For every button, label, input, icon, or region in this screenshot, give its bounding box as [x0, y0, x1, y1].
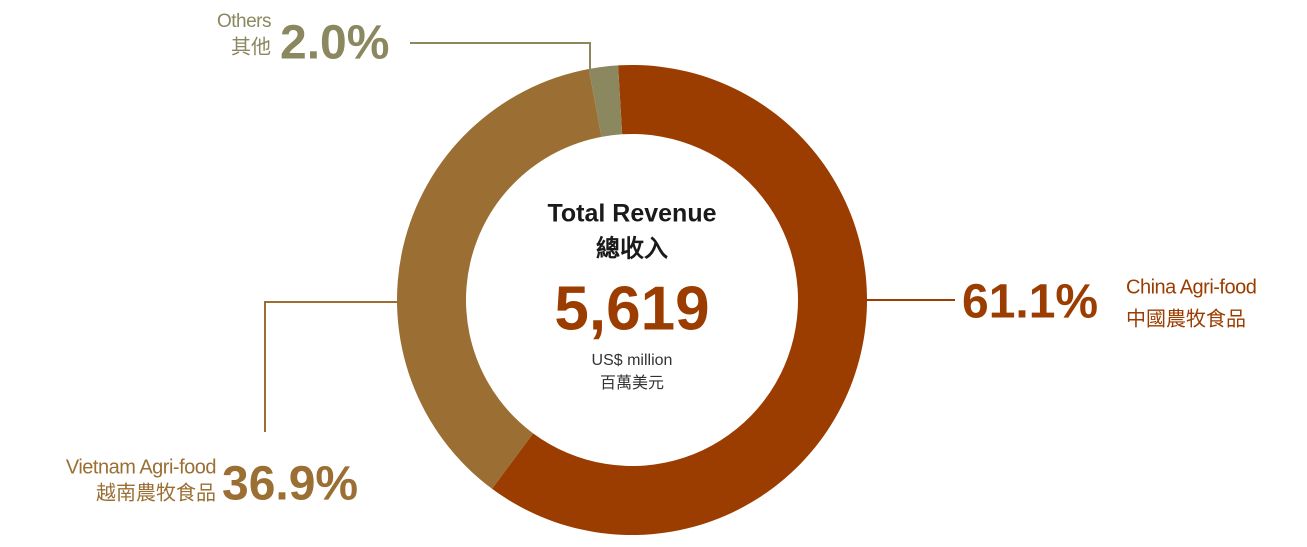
center-title-zh: 總收入 — [596, 234, 668, 262]
value-label: 36.9% — [222, 458, 358, 511]
category-label-zh: 中國農牧食品 — [1126, 307, 1246, 331]
center-unit: US$ million — [592, 352, 673, 369]
category-label: China Agri-food — [1126, 276, 1256, 298]
slice — [397, 69, 602, 489]
value-label: 61.1% — [962, 276, 1098, 329]
category-label: Vietnam Agri-food — [66, 456, 216, 478]
center-title: Total Revenue — [547, 200, 716, 228]
leader-line — [264, 301, 408, 432]
category-label: Others — [217, 11, 271, 32]
category-label-zh: 越南農牧食品 — [96, 481, 216, 505]
category-label-zh: 其他 — [231, 35, 271, 59]
leader-line — [410, 42, 591, 72]
slice — [588, 65, 623, 137]
center-unit-zh: 百萬美元 — [600, 374, 664, 392]
slice — [492, 65, 867, 535]
center-value: 5,619 — [554, 274, 709, 343]
value-label: 2.0% — [280, 17, 389, 70]
